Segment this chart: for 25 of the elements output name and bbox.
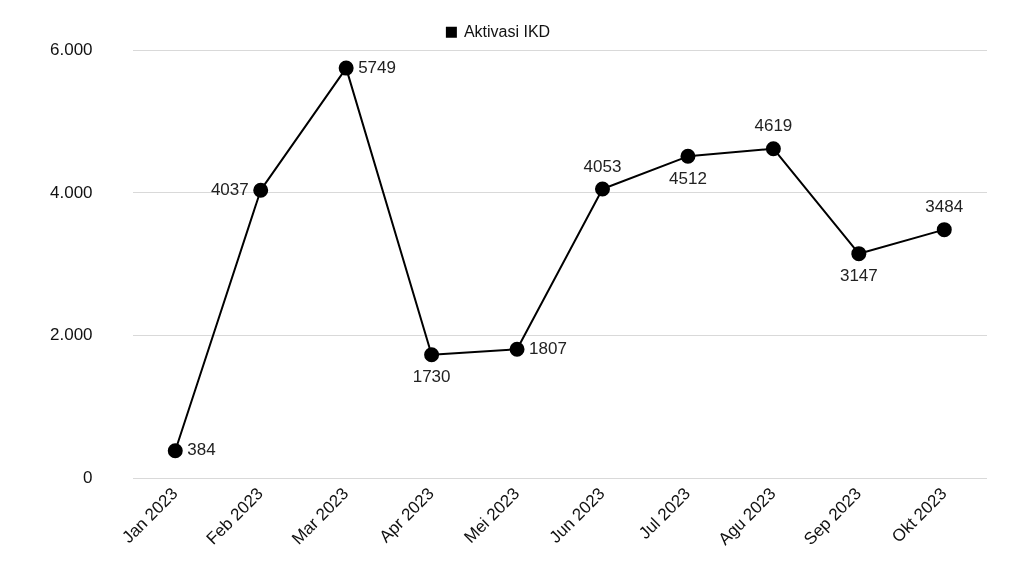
y-tick-label: 4.000 — [49, 182, 93, 202]
y-tick-label: 6.000 — [49, 39, 93, 59]
point — [594, 181, 610, 197]
point — [167, 443, 183, 459]
point — [253, 182, 269, 198]
point — [680, 148, 696, 164]
point — [509, 341, 525, 357]
data-label: 4619 — [754, 116, 793, 136]
data-label: 4053 — [583, 156, 622, 176]
point — [851, 246, 867, 262]
point — [936, 222, 952, 238]
data-label: 1807 — [529, 338, 567, 358]
legend-label: Aktivasi IKD — [463, 22, 551, 40]
data-label: 5749 — [358, 57, 396, 77]
data-label: 4037 — [210, 179, 249, 199]
data-label: 3484 — [925, 197, 964, 217]
point — [765, 141, 781, 157]
data-label: 4512 — [669, 169, 707, 189]
data-label: 3147 — [839, 266, 878, 286]
data-label: 384 — [187, 440, 216, 460]
y-tick-label: 0 — [83, 467, 93, 487]
y-tick-label: 2.000 — [49, 325, 93, 345]
data-label: 1730 — [412, 367, 451, 387]
point — [424, 347, 440, 363]
point — [338, 60, 354, 76]
